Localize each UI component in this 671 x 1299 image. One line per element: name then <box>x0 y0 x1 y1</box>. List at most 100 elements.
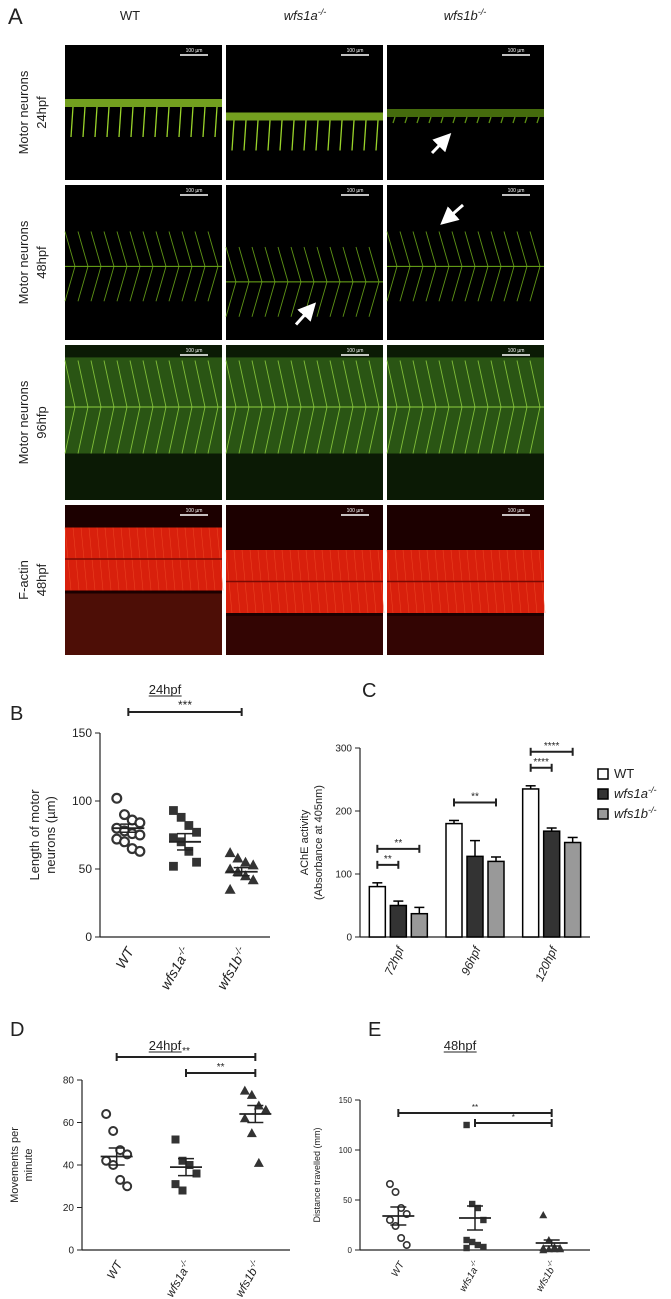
image-texture <box>94 106 98 138</box>
column-header: wfs1b-/- <box>444 7 487 23</box>
image-texture <box>243 120 247 151</box>
chart-title: 24hpf <box>149 1038 182 1053</box>
significance-label: ** <box>472 1103 478 1112</box>
image-texture <box>428 116 432 124</box>
y-axis-label: AChE activity <box>299 809 311 875</box>
data-point <box>122 1181 133 1192</box>
x-tick-label: wfs1a-/- <box>161 1257 195 1299</box>
x-tick-label: WT <box>390 1259 408 1279</box>
y-tick-label: 60 <box>63 1118 75 1129</box>
image-texture <box>327 120 331 151</box>
legend-label-name: wfs1a <box>614 786 648 801</box>
image-texture <box>82 106 86 138</box>
data-point <box>192 1169 201 1178</box>
data-point <box>391 1188 400 1197</box>
row-label: 48hpf <box>34 563 49 596</box>
y-axis-label: neurons (µm) <box>43 796 58 874</box>
data-point <box>178 1156 187 1165</box>
image-texture <box>118 106 122 138</box>
x-tick-label: wfs1b-/- <box>230 1257 264 1299</box>
y-tick-label: 0 <box>346 933 352 944</box>
image-texture <box>226 616 383 655</box>
image-texture <box>231 120 235 151</box>
y-tick-label: 80 <box>63 1076 75 1087</box>
row-label: Motor neurons <box>16 70 31 154</box>
column-header-name: wfs1a <box>284 8 318 23</box>
data-point <box>169 833 178 843</box>
image-texture <box>452 116 456 124</box>
y-tick-label: 0 <box>68 1246 74 1257</box>
scale-bar-label: 100 µm <box>508 508 525 514</box>
data-point <box>192 827 201 837</box>
x-tick-label-name: wfs1a <box>163 1265 191 1299</box>
image-texture <box>404 116 408 124</box>
data-point <box>480 1243 487 1251</box>
significance-label: ** <box>217 1062 225 1073</box>
legend-label-name: WT <box>614 766 634 781</box>
x-tick-label-name: WT <box>390 1259 408 1279</box>
row-label: 24hpf <box>34 96 49 129</box>
data-point <box>463 1244 470 1252</box>
data-point <box>115 1174 126 1185</box>
image-texture <box>416 116 420 124</box>
column-header-name: wfs1b <box>444 8 478 23</box>
data-point <box>239 1085 250 1095</box>
image-texture <box>226 112 383 121</box>
bar <box>410 912 429 938</box>
y-tick-label: 50 <box>79 862 93 876</box>
micrograph <box>65 45 222 180</box>
image-texture <box>387 616 544 655</box>
scale-bar-label: 100 µm <box>347 508 364 514</box>
image-texture <box>392 116 396 124</box>
panel-letter: E <box>368 1019 381 1041</box>
y-tick-label: 100 <box>339 1146 353 1155</box>
data-point <box>184 821 194 830</box>
legend-label: wfs1b-/- <box>614 805 657 821</box>
data-point <box>224 847 236 858</box>
y-tick-label: 0 <box>348 1246 353 1255</box>
image-texture <box>488 116 492 124</box>
chart-title: 24hpf <box>149 682 182 697</box>
image-texture <box>178 106 182 138</box>
row-label: 96hfp <box>34 406 49 439</box>
significance-label: **** <box>533 757 549 768</box>
image-texture <box>65 593 222 655</box>
image-texture <box>190 106 194 138</box>
significance-label: ** <box>394 838 402 849</box>
micrograph <box>65 185 222 340</box>
y-axis-label: minute <box>23 1148 35 1181</box>
image-texture <box>476 116 480 124</box>
image-texture <box>130 106 134 138</box>
legend-label-name: wfs1b <box>614 806 648 821</box>
data-point <box>169 861 178 871</box>
data-point <box>178 1186 187 1195</box>
y-axis-label: Distance travelled (mm) <box>312 1127 322 1222</box>
panel-letter: A <box>8 4 23 29</box>
image-texture <box>255 120 259 151</box>
significance-label: **** <box>544 741 560 752</box>
row-label: Motor neurons <box>16 220 31 304</box>
image-texture <box>464 116 468 124</box>
data-point <box>539 1211 548 1219</box>
data-point <box>402 1241 411 1250</box>
column-header: wfs1a-/- <box>284 7 327 23</box>
data-point <box>463 1236 470 1244</box>
y-tick-label: 150 <box>72 726 92 740</box>
x-tick-label-name: wfs1b <box>232 1265 260 1299</box>
y-tick-label: 200 <box>335 807 352 818</box>
y-tick-label: 300 <box>335 744 352 755</box>
image-texture <box>363 120 367 151</box>
legend-swatch <box>597 808 609 820</box>
data-point <box>550 1245 559 1253</box>
image-texture <box>351 120 355 151</box>
image-texture <box>303 120 307 151</box>
panel-letter: B <box>10 703 23 725</box>
x-tick-label: wfs1b-/- <box>213 944 250 992</box>
image-texture <box>154 106 158 138</box>
data-point <box>239 1113 250 1123</box>
y-axis-label: Length of motor <box>27 789 42 881</box>
data-point <box>469 1238 476 1246</box>
y-tick-label: 100 <box>72 794 92 808</box>
data-point <box>247 859 259 870</box>
